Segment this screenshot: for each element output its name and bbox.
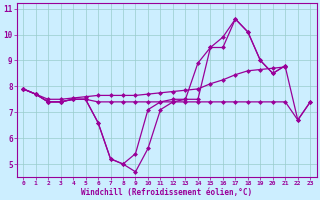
X-axis label: Windchill (Refroidissement éolien,°C): Windchill (Refroidissement éolien,°C) xyxy=(81,188,252,197)
